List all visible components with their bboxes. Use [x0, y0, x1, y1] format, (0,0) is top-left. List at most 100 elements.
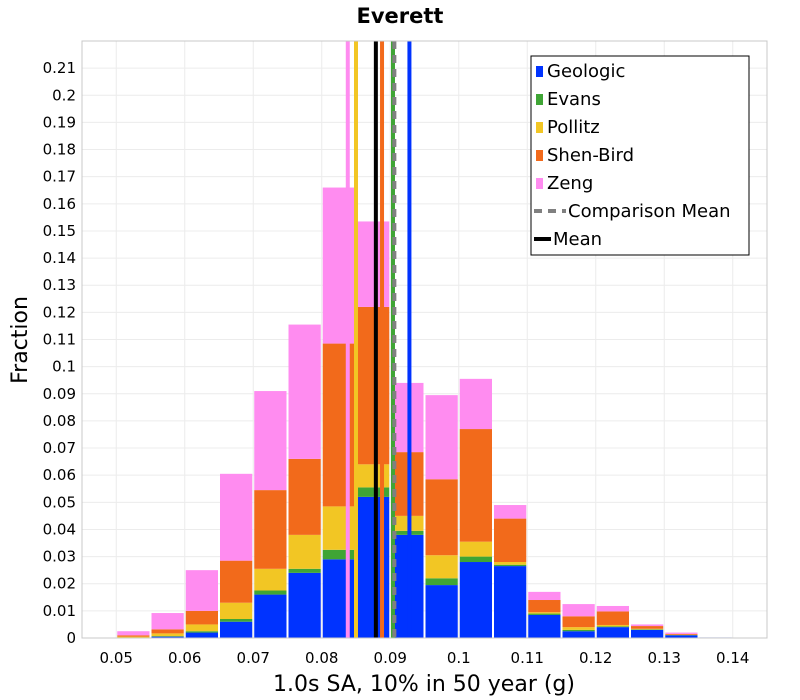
- y-tick-label: 0.06: [43, 466, 76, 484]
- bar-zeng: [562, 604, 595, 617]
- bar-evans: [254, 590, 287, 595]
- bar-zeng: [357, 221, 390, 307]
- bar-geologic: [288, 572, 321, 638]
- legend-label-pollitz: Pollitz: [547, 117, 600, 138]
- bar-shen-bird: [528, 600, 561, 613]
- bar-evans: [631, 629, 664, 630]
- y-tick-label: 0.19: [43, 113, 76, 131]
- bar-pollitz: [185, 624, 218, 632]
- bar-zeng: [254, 391, 287, 491]
- bar-zeng: [151, 613, 184, 630]
- bar-pollitz: [151, 633, 184, 637]
- bar-shen-bird: [254, 490, 287, 569]
- bar-zeng: [391, 382, 424, 453]
- bar-geologic: [528, 614, 561, 638]
- x-tick-label: 0.1: [447, 649, 471, 667]
- x-tick-label: 0.12: [579, 649, 612, 667]
- bar-shen-bird: [391, 452, 424, 516]
- bar-zeng: [185, 570, 218, 611]
- legend-swatch-zeng: [536, 178, 543, 189]
- legend-label-shen-bird: Shen-Bird: [547, 145, 634, 166]
- x-tick-label: 0.14: [716, 649, 749, 667]
- bar-geologic: [665, 635, 698, 638]
- y-tick-label: 0.15: [43, 222, 76, 240]
- bar-geologic: [494, 566, 527, 638]
- x-tick-label: 0.07: [237, 649, 270, 667]
- y-tick-label: 0.17: [43, 168, 76, 186]
- legend-swatch-shen-bird: [536, 150, 543, 161]
- x-tick-label: 0.06: [168, 649, 201, 667]
- y-tick-label: 0.13: [43, 276, 76, 294]
- bar-shen-bird: [459, 429, 492, 542]
- y-tick-label: 0.05: [43, 493, 76, 511]
- bar-zeng: [459, 378, 492, 430]
- bar-stacks: [117, 187, 732, 638]
- bar-geologic: [391, 534, 424, 638]
- bar-pollitz: [322, 506, 355, 550]
- legend-swatch-pollitz: [536, 122, 543, 133]
- bar-shen-bird: [596, 611, 629, 625]
- bar-shen-bird: [288, 458, 321, 535]
- bar-zeng: [220, 473, 253, 561]
- bar-zeng: [425, 395, 458, 480]
- bar-geologic: [562, 631, 595, 638]
- legend: Geologic Evans Pollitz Shen-Bird Zeng Compari…: [530, 55, 750, 256]
- bar-shen-bird: [665, 633, 698, 635]
- bar-geologic: [254, 594, 287, 638]
- bar-evans: [494, 564, 527, 567]
- bar-geologic: [220, 621, 253, 638]
- y-tick-label: 0.14: [43, 249, 76, 267]
- bar-evans: [288, 568, 321, 573]
- bar-geologic: [151, 636, 184, 638]
- bar-geologic: [357, 496, 390, 638]
- mean-lines: [345, 41, 412, 638]
- y-tick-label: 0.01: [43, 602, 76, 620]
- bar-shen-bird: [185, 610, 218, 625]
- bar-pollitz: [562, 627, 595, 630]
- bar-zeng: [322, 187, 355, 344]
- bar-pollitz: [357, 464, 390, 488]
- bar-pollitz: [254, 568, 287, 591]
- bar-evans: [220, 619, 253, 622]
- bar-shen-bird: [562, 616, 595, 628]
- bar-zeng: [117, 631, 150, 636]
- bar-geologic: [596, 627, 629, 638]
- y-tick-label: 0.12: [43, 303, 76, 321]
- bar-pollitz: [288, 534, 321, 569]
- legend-box: [530, 55, 750, 256]
- bar-pollitz: [391, 515, 424, 531]
- bar-pollitz: [596, 624, 629, 627]
- bar-geologic: [185, 632, 218, 638]
- legend-label-mean: Mean: [553, 229, 602, 250]
- bar-shen-bird: [151, 629, 184, 634]
- bar-geologic: [322, 559, 355, 638]
- bar-shen-bird: [631, 626, 664, 629]
- chart-title: Everett: [357, 4, 444, 28]
- bar-evans: [357, 487, 390, 497]
- x-tick-label: 0.13: [648, 649, 681, 667]
- legend-swatch-evans: [536, 94, 543, 105]
- bar-pollitz: [425, 555, 458, 579]
- bar-shen-bird: [494, 518, 527, 563]
- x-tick-label: 0.11: [511, 649, 544, 667]
- bar-pollitz: [459, 541, 492, 557]
- bar-zeng: [596, 605, 629, 612]
- bar-evans: [528, 613, 561, 615]
- bar-evans: [151, 636, 184, 637]
- bar-geologic: [459, 562, 492, 638]
- y-axis-ticks: 0 0.01 0.02 0.03 0.04 0.05 0.06 0.07 0.08 0.09 0.1…: [43, 59, 76, 647]
- legend-label-comparison-mean: Comparison Mean: [568, 201, 731, 222]
- y-tick-label: 0.16: [43, 195, 76, 213]
- x-tick-label: 0.05: [100, 649, 133, 667]
- bar-pollitz: [220, 602, 253, 620]
- bar-evans: [185, 631, 218, 633]
- bar-evans: [425, 578, 458, 586]
- bar-geologic: [425, 585, 458, 638]
- bar-evans: [596, 626, 629, 628]
- y-tick-label: 0.02: [43, 575, 76, 593]
- x-tick-label: 0.08: [305, 649, 338, 667]
- bar-zeng: [288, 324, 321, 459]
- bar-shen-bird: [220, 560, 253, 603]
- y-axis-title: Fraction: [8, 296, 33, 384]
